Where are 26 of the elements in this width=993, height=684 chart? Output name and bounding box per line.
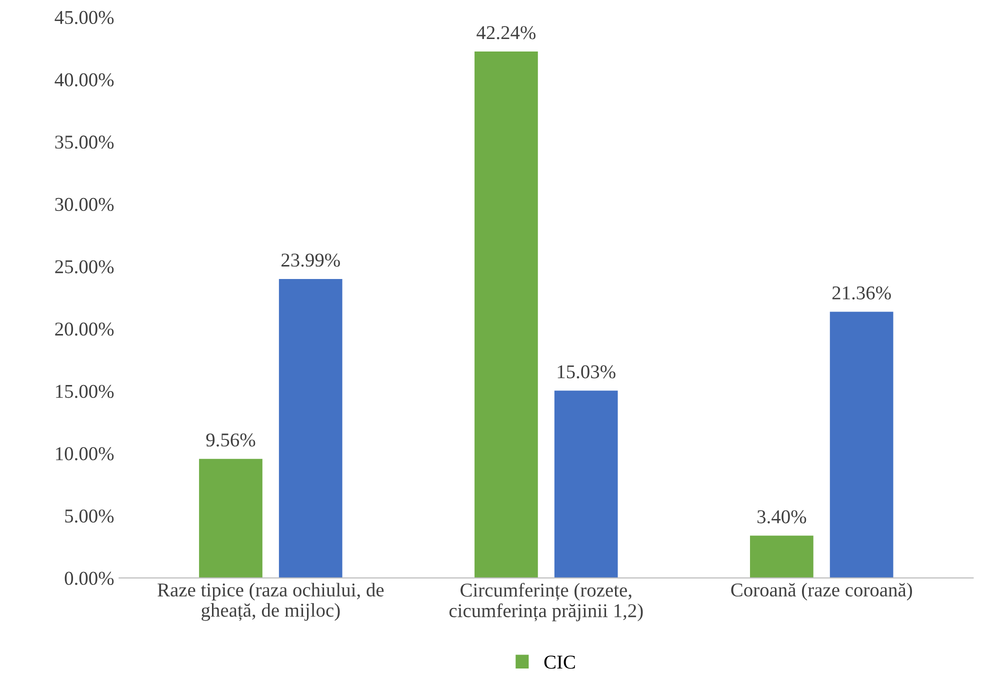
y-tick-label: 0.00% [64,572,114,586]
data-label: 15.03% [558,365,616,378]
data-label: 9.56% [206,433,256,447]
y-tick-label: 25.00% [55,260,114,274]
data-label: 42.24% [476,26,536,40]
y-tick-label: 40.00% [54,73,114,86]
y-tick-label: 45.00% [54,10,114,24]
bar [199,458,262,578]
data-label: 3.40% [758,510,806,524]
y-tick-label: 20.00% [55,322,114,336]
y-tick-label: 35.00% [55,136,114,149]
bar [830,312,894,578]
y-tick-label: 15.00% [56,384,114,398]
x-tick-label: Circumferințe (rozete, cicumferința prăjinii 1,2) [449,582,643,622]
data-label: 23.99% [281,254,340,267]
legend-label: CIC [544,656,575,669]
bar [554,390,618,578]
y-tick-label: 5.00% [65,509,114,523]
bar [278,278,342,578]
bar [474,52,538,578]
bar [750,536,814,578]
y-tick-label: 10.00% [56,447,114,460]
data-label: 21.36% [832,286,891,300]
x-tick-label: Raze tipice (raza ochiului, de gheață, de mijloc) [158,582,384,621]
y-tick-label: 30.00% [55,198,114,212]
x-tick-label: Coroană (raze coroană) [731,582,912,600]
